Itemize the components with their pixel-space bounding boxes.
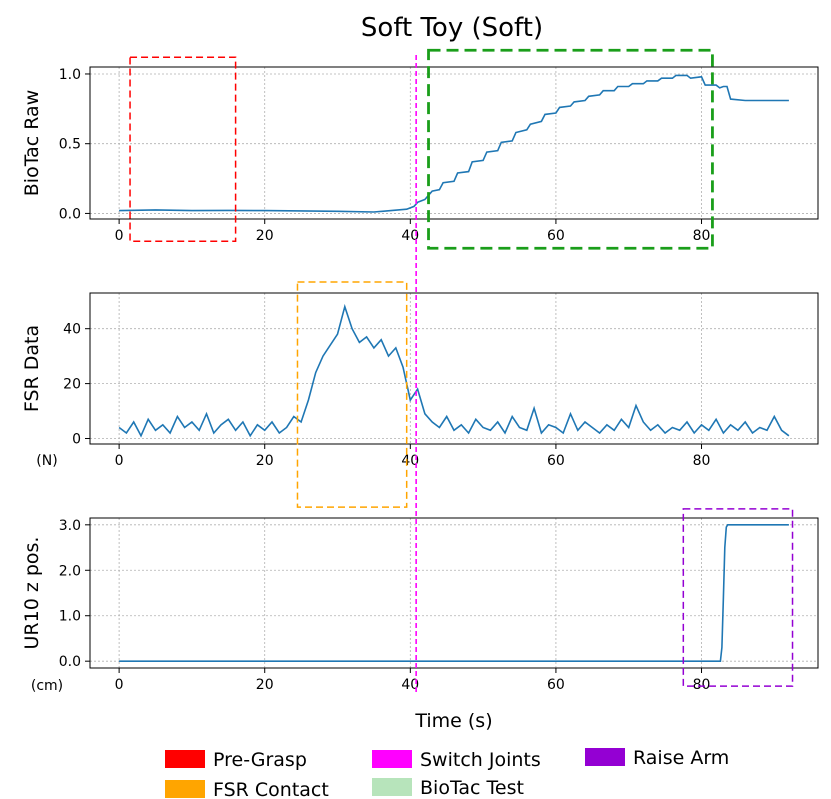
- y-tick-label: 1.0: [59, 609, 81, 625]
- legend-label: Pre-Grasp: [213, 749, 307, 771]
- x-tick-label: 80: [693, 453, 711, 469]
- x-tick-label: 0: [115, 453, 124, 469]
- x-axis-label: Time (s): [414, 710, 492, 732]
- legend-item-switch-joints: Switch Joints: [372, 749, 541, 771]
- x-tick-label: 60: [547, 677, 565, 693]
- y-tick-label: 1.0: [59, 67, 81, 83]
- legend-swatch: [372, 778, 412, 796]
- x-tick-label: 0: [115, 677, 124, 693]
- plot-frame: [89, 292, 819, 445]
- legend: Pre-Grasp Switch Joints Raise Arm FSR Conta…: [165, 747, 729, 799]
- highlight-box-biotac-test: [427, 48, 714, 250]
- series-line-biotac: [119, 74, 789, 213]
- x-tick-label: 20: [256, 677, 274, 693]
- y-tick-label: 0: [72, 432, 81, 448]
- y-tick-label: 0.5: [59, 137, 81, 153]
- highlight-box-fsr-contact: [296, 281, 408, 508]
- legend-item-biotac-test: BioTac Test: [372, 777, 524, 799]
- y-axis-label: UR10 z pos.: [21, 537, 43, 650]
- legend-label: BioTac Test: [420, 777, 524, 799]
- x-tick-label: 20: [256, 228, 274, 244]
- y-axis-label: FSR Data: [21, 325, 43, 412]
- x-tick-label: 60: [547, 453, 565, 469]
- legend-item-pre-grasp: Pre-Grasp: [165, 749, 307, 771]
- x-tick-label: 40: [401, 228, 419, 244]
- legend-swatch: [372, 750, 412, 768]
- legend-item-fsr-contact: FSR Contact: [165, 779, 329, 799]
- y-axis-label: BioTac Raw: [21, 90, 43, 197]
- x-tick-label: 60: [547, 228, 565, 244]
- highlight-box-pre-grasp: [129, 56, 237, 243]
- y-tick-label: 0.0: [59, 206, 81, 222]
- y-tick-label: 0.0: [59, 654, 81, 670]
- panels: 0 20 40 60 80 0.0 0.5 1.0 BioTac Raw 0 20 40 60 80 0 20…: [21, 66, 819, 694]
- legend-swatch: [585, 748, 625, 766]
- chart-title: Soft Toy (Soft): [361, 13, 543, 43]
- y-tick-label: 3.0: [59, 518, 81, 534]
- highlight-overlay: [129, 48, 794, 694]
- series-line-fsr: [118, 303, 790, 438]
- x-tick-label: 0: [115, 228, 124, 244]
- legend-swatch: [165, 750, 205, 768]
- legend-item-raise-arm: Raise Arm: [585, 747, 729, 769]
- plot-frame: [89, 66, 819, 220]
- x-tick-label: 40: [401, 677, 419, 693]
- y-tick-label: 20: [63, 377, 81, 393]
- panel-biotac: 0 20 40 60 80 0.0 0.5 1.0 BioTac Raw: [21, 66, 819, 244]
- plot-frame: [89, 517, 819, 669]
- panel-fsr: 0 20 40 60 80 0 20 40 FSR Data (N): [21, 292, 819, 469]
- legend-swatch: [165, 780, 205, 798]
- legend-label: FSR Contact: [213, 779, 329, 799]
- x-tick-label: 80: [693, 677, 711, 693]
- panel-ur10: 0 20 40 60 80 0.0 1.0 2.0 3.0 UR10 z pos. (cm): [21, 517, 819, 694]
- series-line-ur10: [119, 523, 789, 663]
- highlight-box-raise-arm: [682, 508, 794, 687]
- unit-label: (cm): [31, 678, 63, 694]
- unit-label: (N): [36, 453, 57, 469]
- x-tick-label: 40: [401, 453, 419, 469]
- legend-label: Switch Joints: [420, 749, 541, 771]
- y-tick-label: 2.0: [59, 563, 81, 579]
- y-tick-label: 40: [63, 322, 81, 338]
- legend-label: Raise Arm: [633, 747, 729, 769]
- x-tick-label: 80: [693, 228, 711, 244]
- x-tick-label: 20: [256, 453, 274, 469]
